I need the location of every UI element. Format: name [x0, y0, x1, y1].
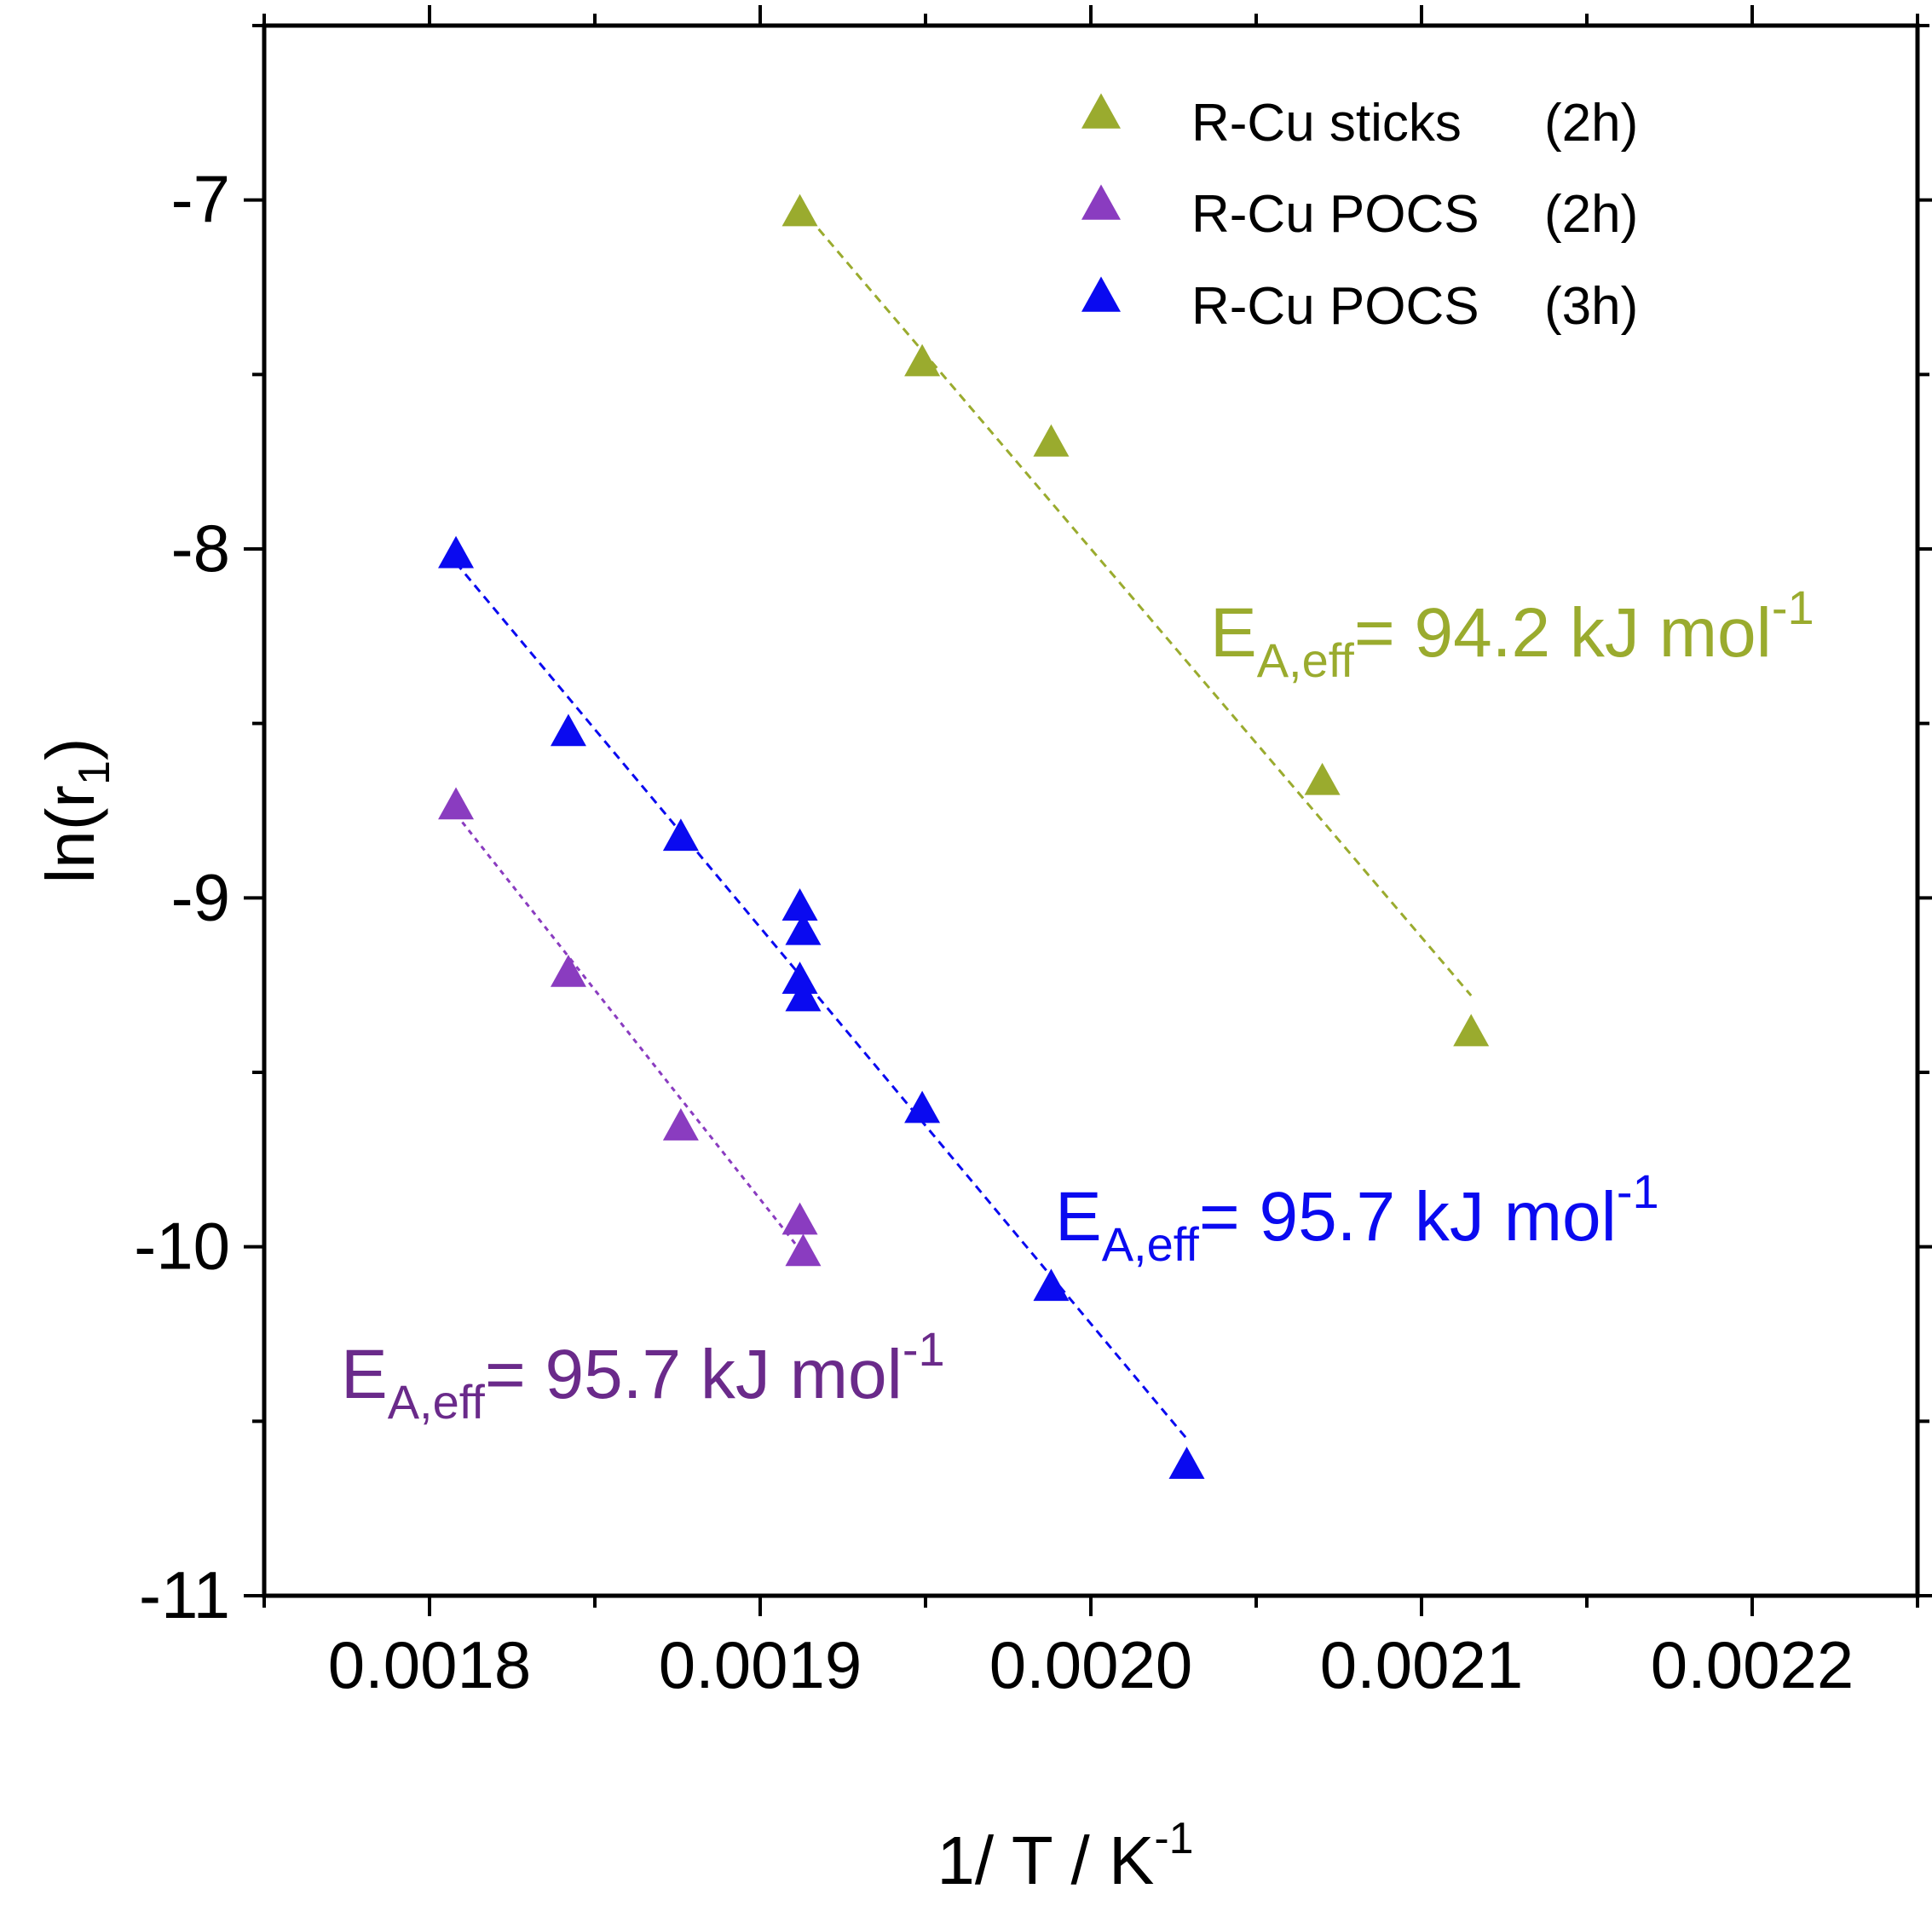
data-point-series-0 [1033, 424, 1070, 457]
data-point-series-0 [1304, 762, 1341, 795]
data-point-series-1 [781, 1202, 818, 1235]
data-point-series-0 [1453, 1014, 1490, 1047]
data-point-series-1 [785, 1233, 822, 1267]
x-tick-label: 0.0021 [1320, 1627, 1524, 1702]
data-point-series-2 [1033, 1268, 1070, 1302]
legend-marker-series-1 [1081, 184, 1121, 220]
data-point-series-0 [904, 344, 941, 377]
y-axis-title: ln(r1) [32, 737, 119, 883]
x-axis-title: 1/ T / K-1 [937, 1814, 1193, 1898]
activation-energy-label-series-0: EA,eff= 94.2 kJ mol-1 [1210, 580, 1814, 687]
data-point-series-2 [781, 888, 818, 921]
data-point-series-1 [550, 954, 586, 987]
data-point-series-2 [785, 979, 822, 1012]
data-point-series-2 [785, 912, 822, 945]
x-tick-label: 0.0020 [989, 1627, 1193, 1702]
legend-label-series-2: R-Cu POCS [1191, 277, 1479, 336]
data-point-series-2 [1168, 1447, 1205, 1479]
y-tick-label: -8 [171, 511, 230, 586]
legend-label-series-0: R-Cu sticks [1191, 94, 1462, 153]
legend-duration-series-1: (2h) [1544, 185, 1638, 244]
legend-duration-series-2: (3h) [1544, 277, 1638, 336]
legend-duration-series-0: (2h) [1544, 94, 1638, 153]
fit-line-series-1 [454, 813, 805, 1255]
y-tick-label: -7 [171, 162, 230, 237]
x-tick-label: 0.0019 [659, 1627, 862, 1702]
data-point-series-2 [904, 1090, 941, 1123]
data-point-series-2 [662, 818, 699, 852]
activation-energy-label-series-2: EA,eff= 95.7 kJ mol-1 [1055, 1164, 1659, 1271]
legend-marker-series-0 [1081, 93, 1121, 129]
data-point-series-2 [438, 535, 475, 569]
fit-line-series-2 [454, 562, 1188, 1440]
legend-marker-series-2 [1081, 276, 1121, 312]
y-tick-label: -9 [171, 859, 230, 934]
data-point-series-0 [781, 193, 818, 227]
legend-label-series-1: R-Cu POCS [1191, 185, 1479, 244]
data-point-series-1 [662, 1108, 699, 1141]
fit-line-series-0 [799, 205, 1473, 996]
y-tick-label: -10 [134, 1209, 230, 1284]
x-tick-label: 0.0018 [328, 1627, 532, 1702]
activation-energy-label-series-1: EA,eff= 95.7 kJ mol-1 [341, 1322, 945, 1429]
y-tick-label: -11 [139, 1557, 230, 1632]
data-point-series-2 [550, 713, 586, 747]
data-point-series-1 [438, 787, 475, 820]
x-tick-label: 0.0022 [1651, 1627, 1854, 1702]
data-point-series-2 [781, 962, 818, 994]
